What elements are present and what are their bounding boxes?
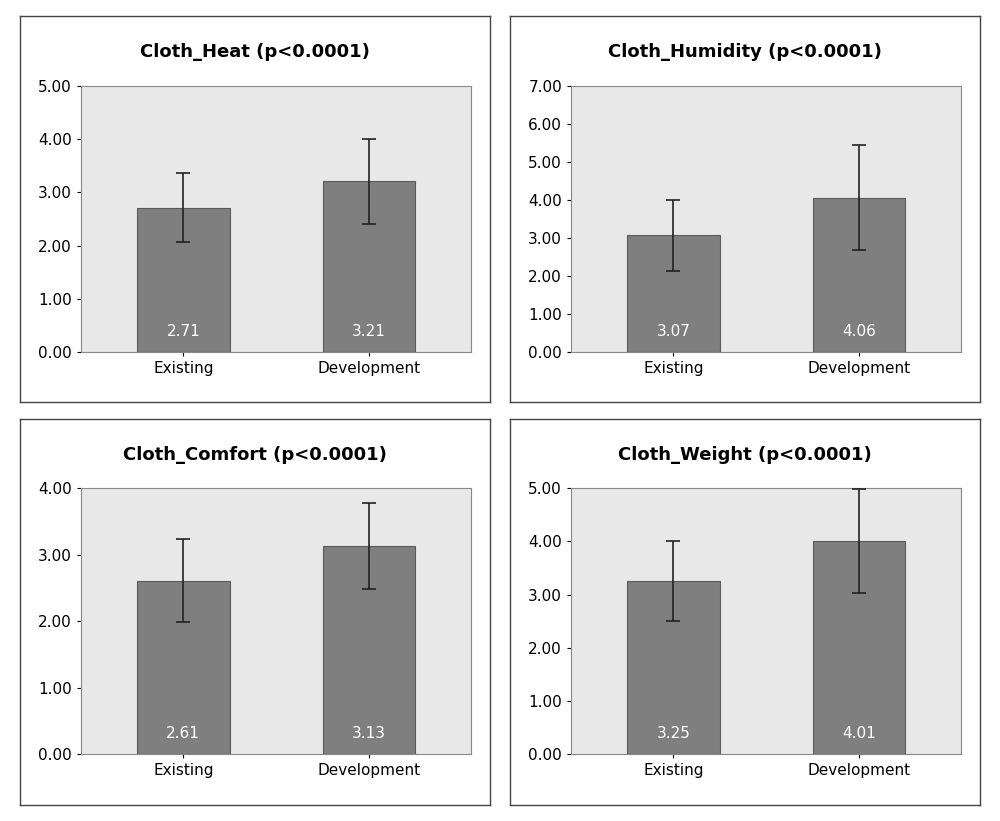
Text: 3.07: 3.07 <box>656 323 690 339</box>
Text: 3.13: 3.13 <box>352 726 386 741</box>
Text: 4.06: 4.06 <box>842 323 876 339</box>
Bar <box>813 541 905 754</box>
Text: 2.61: 2.61 <box>166 726 200 741</box>
Text: 4.01: 4.01 <box>842 726 876 741</box>
Bar <box>627 581 720 754</box>
Text: Cloth_Comfort (p<0.0001): Cloth_Comfort (p<0.0001) <box>123 446 387 464</box>
Bar <box>323 181 415 352</box>
Bar <box>137 580 230 754</box>
Text: 2.71: 2.71 <box>166 323 200 339</box>
Bar <box>813 198 905 352</box>
Text: 3.21: 3.21 <box>352 323 386 339</box>
Bar <box>137 208 230 352</box>
Text: 3.25: 3.25 <box>656 726 690 741</box>
Bar <box>627 236 720 352</box>
Text: Cloth_Humidity (p<0.0001): Cloth_Humidity (p<0.0001) <box>608 44 882 62</box>
Bar <box>323 546 415 754</box>
Text: Cloth_Weight (p<0.0001): Cloth_Weight (p<0.0001) <box>618 446 872 464</box>
Text: Cloth_Heat (p<0.0001): Cloth_Heat (p<0.0001) <box>140 44 370 62</box>
